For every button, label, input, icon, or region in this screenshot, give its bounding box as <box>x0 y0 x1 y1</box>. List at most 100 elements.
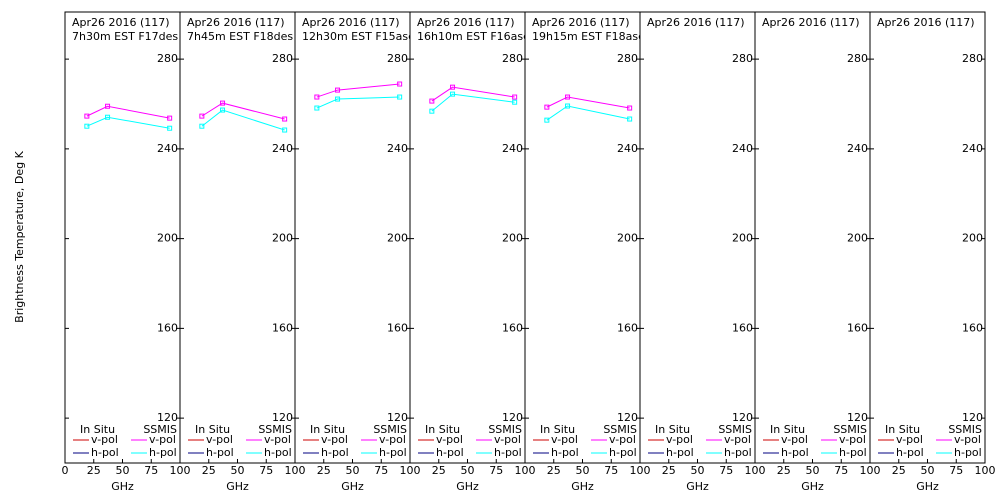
x-tick-label: 25 <box>547 464 561 477</box>
x-tick-label: 25 <box>317 464 331 477</box>
panel-title: Apr26 2016 (117) <box>532 16 630 29</box>
legend-group-title: In Situ <box>655 423 690 436</box>
y-tick-label: 120 <box>847 411 868 424</box>
legend-label: v-pol <box>609 433 636 446</box>
x-tick-label: 75 <box>604 464 618 477</box>
y-tick-label: 280 <box>387 52 408 65</box>
y-tick-label: 200 <box>157 232 178 245</box>
x-tick-label: 100 <box>400 464 421 477</box>
x-tick-label: 25 <box>202 464 216 477</box>
x-tick-label: 50 <box>691 464 705 477</box>
panel-subtitle: 19h15m EST F18asc <box>532 30 644 43</box>
legend-label: v-pol <box>724 433 751 446</box>
x-tick-label: 25 <box>777 464 791 477</box>
data-point <box>429 108 435 114</box>
legend-label: v-pol <box>781 433 808 446</box>
legend-group-title: SSMIS <box>718 423 752 436</box>
y-tick-label: 120 <box>732 411 753 424</box>
series-line <box>431 86 515 102</box>
y-tick-label: 240 <box>617 142 638 155</box>
x-tick-label: 75 <box>719 464 733 477</box>
panel-subtitle: 12h30m EST F15asc <box>302 30 414 43</box>
x-tick-label: 75 <box>144 464 158 477</box>
x-tick-label: 25 <box>87 464 101 477</box>
data-point <box>84 123 90 129</box>
y-tick-label: 160 <box>847 321 868 334</box>
data-point <box>627 105 633 111</box>
legend-group-title: In Situ <box>425 423 460 436</box>
y-tick-label: 160 <box>157 321 178 334</box>
x-tick-label: 50 <box>806 464 820 477</box>
panel-subtitle: 7h45m EST F18des <box>187 30 293 43</box>
data-point <box>544 117 550 123</box>
y-tick-label: 200 <box>732 232 753 245</box>
legend-label: h-pol <box>954 446 982 459</box>
data-point <box>450 84 456 90</box>
x-tick-label: 50 <box>461 464 475 477</box>
y-tick-label: 240 <box>272 142 293 155</box>
legend-label: h-pol <box>609 446 637 459</box>
x-tick-label: 50 <box>116 464 130 477</box>
y-tick-label: 240 <box>157 142 178 155</box>
data-point <box>429 98 435 104</box>
panel: Apr26 2016 (117) <box>647 16 745 29</box>
data-point <box>397 94 403 100</box>
y-tick-label: 200 <box>387 232 408 245</box>
legend-label: h-pol <box>436 446 464 459</box>
data-point <box>335 87 341 93</box>
series-line <box>316 83 400 98</box>
panel: Apr26 2016 (117)7h30m EST F17des <box>72 16 178 131</box>
data-point <box>335 96 341 102</box>
legend-label: h-pol <box>379 446 407 459</box>
y-tick-label: 280 <box>847 52 868 65</box>
panel-subtitle: 16h10m EST F16asc <box>417 30 529 43</box>
data-point <box>167 115 173 121</box>
y-tick-label: 160 <box>617 321 638 334</box>
data-point <box>512 99 518 105</box>
legend-group-title: In Situ <box>770 423 805 436</box>
y-tick-label: 120 <box>962 411 983 424</box>
legend-label: v-pol <box>379 433 406 446</box>
x-tick-label: 75 <box>949 464 963 477</box>
data-point <box>167 125 173 131</box>
legend-label: h-pol <box>321 446 349 459</box>
legend-group-title: SSMIS <box>258 423 292 436</box>
series-line <box>546 105 630 121</box>
legend-group-title: SSMIS <box>488 423 522 436</box>
legend-label: v-pol <box>321 433 348 446</box>
series-line <box>201 102 285 120</box>
x-tick-label: 25 <box>892 464 906 477</box>
x-tick-label: 100 <box>170 464 191 477</box>
x-tick-label: 75 <box>259 464 273 477</box>
legend-label: h-pol <box>781 446 809 459</box>
x-tick-label: 0 <box>62 464 69 477</box>
legend-label: h-pol <box>149 446 177 459</box>
y-tick-label: 200 <box>847 232 868 245</box>
panel-title: Apr26 2016 (117) <box>187 16 285 29</box>
x-axis-label: GHz <box>916 480 939 493</box>
y-tick-label: 120 <box>272 411 293 424</box>
legend-group-title: SSMIS <box>143 423 177 436</box>
data-point <box>105 114 111 120</box>
panel: Apr26 2016 (117)16h10m EST F16asc <box>417 16 529 114</box>
data-point <box>397 81 403 87</box>
series-line <box>316 96 400 109</box>
data-point <box>282 127 288 133</box>
data-point <box>565 103 571 109</box>
legend-label: v-pol <box>666 433 693 446</box>
data-point <box>512 94 518 100</box>
y-tick-label: 160 <box>502 321 523 334</box>
x-tick-label: 100 <box>975 464 996 477</box>
series-line <box>431 93 515 112</box>
y-tick-label: 280 <box>502 52 523 65</box>
legend-group-title: SSMIS <box>948 423 982 436</box>
y-tick-label: 240 <box>962 142 983 155</box>
y-tick-label: 200 <box>962 232 983 245</box>
x-tick-label: 75 <box>834 464 848 477</box>
legend-label: h-pol <box>206 446 234 459</box>
legend-label: v-pol <box>839 433 866 446</box>
y-tick-label: 160 <box>272 321 293 334</box>
y-axis-label: Brightness Temperature, Deg K <box>13 150 26 322</box>
x-tick-label: 100 <box>285 464 306 477</box>
legend-label: v-pol <box>436 433 463 446</box>
